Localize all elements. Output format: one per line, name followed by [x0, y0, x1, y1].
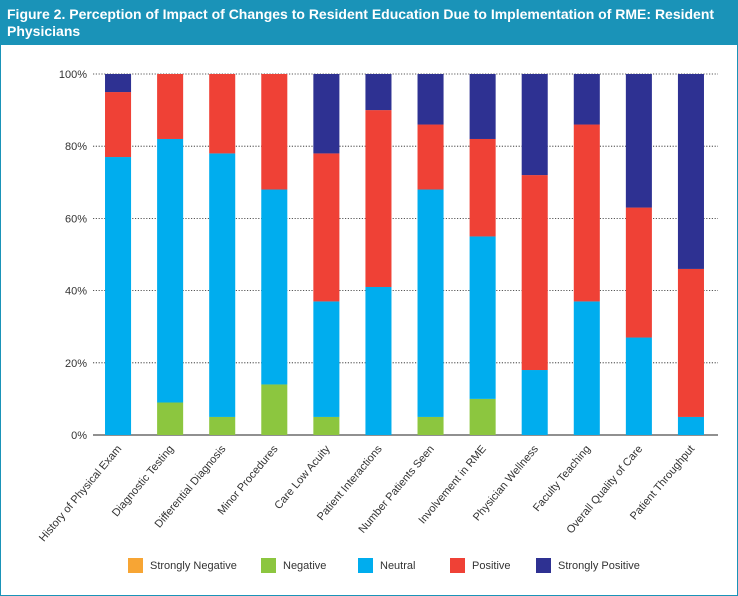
bar-segment	[521, 370, 548, 435]
bar-segment	[625, 337, 652, 435]
title-bar: Figure 2. Perception of Impact of Change…	[1, 1, 737, 45]
legend-label: Neutral	[380, 560, 415, 572]
x-tick-label: Faculty Teaching	[531, 443, 593, 514]
bar-segment	[157, 74, 184, 139]
bar-segment	[625, 74, 652, 208]
bar-segment	[469, 236, 496, 399]
bar-segment	[313, 74, 340, 154]
bar-segment	[469, 398, 496, 435]
y-tick-label: 60%	[65, 213, 87, 225]
bar-segment	[313, 301, 340, 417]
x-tick-label: Care Low Acuity	[272, 443, 333, 512]
legend-label: Strongly Negative	[150, 560, 237, 572]
bar-segment	[157, 402, 184, 435]
bar-segment	[677, 74, 704, 269]
gridlines	[93, 73, 718, 436]
bar-segment	[365, 74, 392, 111]
bar-segment	[157, 138, 184, 403]
bar-segment	[365, 110, 392, 287]
bar-segment	[261, 189, 288, 385]
x-tick-label: History of Physical Exam	[37, 443, 124, 544]
legend-swatch	[358, 558, 373, 573]
bars	[105, 74, 704, 435]
bar-segment	[261, 74, 288, 190]
bar-segment	[469, 138, 496, 237]
bar-segment	[521, 74, 548, 176]
bar-segment	[677, 268, 704, 417]
bar-segment	[209, 153, 236, 417]
bar-segment	[677, 416, 704, 435]
bar-segment	[573, 124, 600, 302]
y-tick-label: 80%	[65, 141, 87, 153]
y-axis: 0% 20% 40% 60% 80% 100%	[59, 69, 87, 442]
legend-swatch	[536, 558, 551, 573]
y-tick-label: 100%	[59, 69, 87, 81]
bar-segment	[313, 153, 340, 302]
y-tick-label: 20%	[65, 358, 87, 370]
bar-segment	[573, 74, 600, 125]
bar-segment	[417, 124, 444, 190]
bar-segment	[573, 301, 600, 435]
bar-segment	[209, 416, 236, 435]
bar-segment	[105, 74, 132, 93]
bar-segment	[469, 74, 496, 139]
legend-swatch	[450, 558, 465, 573]
bar-segment	[521, 175, 548, 371]
legend-swatch	[261, 558, 276, 573]
bar-segment	[261, 384, 288, 435]
bar-segment	[209, 74, 236, 154]
bar-segment	[417, 189, 444, 417]
legend-swatch	[128, 558, 143, 573]
bar-segment	[313, 416, 340, 435]
chart-title: Figure 2. Perception of Impact of Change…	[7, 6, 715, 39]
bar-segment	[365, 286, 392, 435]
legend: Strongly Negative Negative Neutral Positive…	[128, 558, 640, 573]
bar-segment	[625, 207, 652, 338]
legend-label: Negative	[283, 560, 326, 572]
bar-segment	[105, 157, 132, 435]
bar-segment	[417, 74, 444, 125]
bar-segment	[417, 416, 444, 435]
bar-segment	[105, 92, 132, 158]
legend-label: Positive	[472, 560, 511, 572]
legend-label: Strongly Positive	[558, 560, 640, 572]
y-tick-label: 0%	[71, 430, 87, 442]
y-tick-label: 40%	[65, 286, 87, 298]
